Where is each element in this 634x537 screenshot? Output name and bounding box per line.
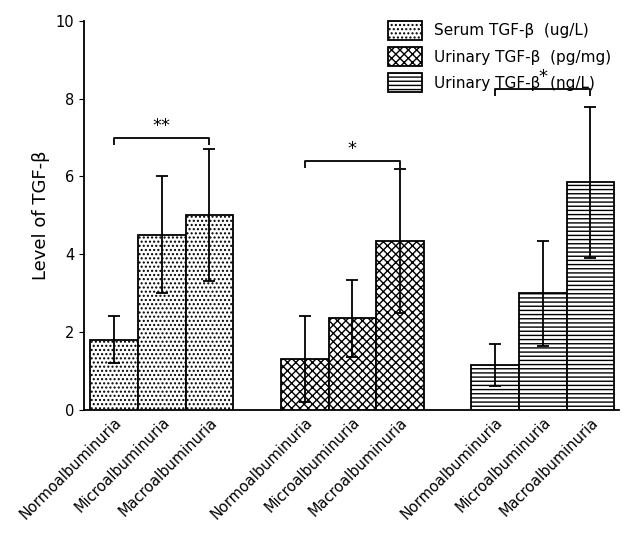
Bar: [91, 340, 138, 410]
Bar: [567, 183, 614, 410]
Y-axis label: Level of TGF-β: Level of TGF-β: [32, 150, 50, 280]
Bar: [186, 215, 233, 410]
Bar: [376, 241, 424, 410]
Text: *: *: [538, 68, 547, 86]
Bar: [281, 359, 328, 410]
Legend: Serum TGF-β  (ug/L), Urinary TGF-β  (pg/mg), Urinary TGF-β  (ng/L): Serum TGF-β (ug/L), Urinary TGF-β (pg/mg…: [389, 21, 611, 92]
Text: **: **: [153, 117, 171, 134]
Bar: [519, 293, 567, 410]
Bar: [138, 235, 186, 410]
Bar: [472, 365, 519, 410]
Bar: [328, 318, 376, 410]
Text: *: *: [348, 140, 357, 158]
